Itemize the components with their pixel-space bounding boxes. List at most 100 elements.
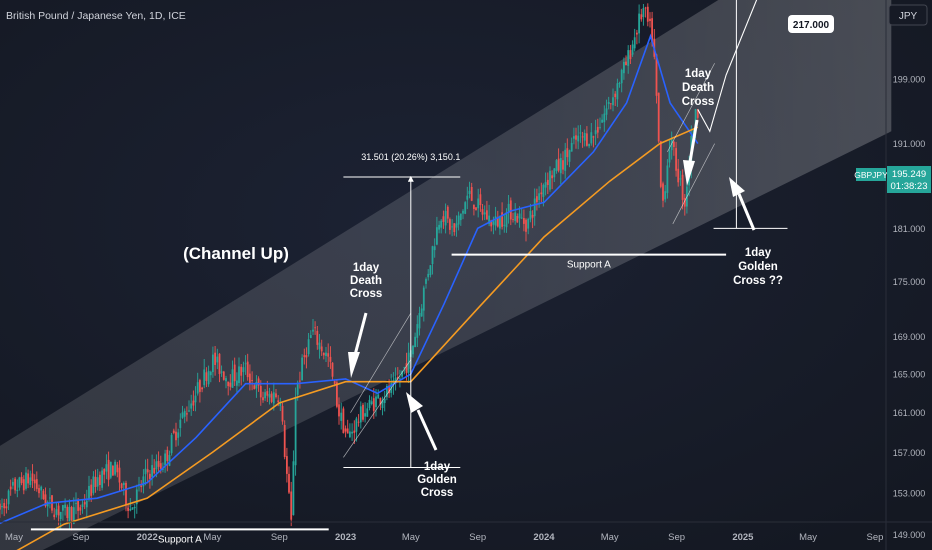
annotation-line: Cross (682, 96, 715, 108)
candle-body (562, 160, 564, 170)
candle-body (683, 197, 686, 207)
annotation-line: 1day (745, 247, 772, 259)
candle-body (40, 486, 43, 491)
candle-body (549, 170, 551, 190)
candle-body (681, 174, 684, 200)
candle-body (7, 490, 10, 505)
candle-body (573, 136, 575, 139)
candle-body (425, 279, 427, 284)
candle-body (473, 204, 475, 209)
annotation-line: 1day (424, 461, 451, 473)
candle-body (527, 218, 530, 229)
death-cross-annotation-2024: 1day Death Cross (682, 68, 715, 108)
candle-body (368, 399, 371, 408)
candle-body (38, 488, 40, 494)
wedge-line (667, 63, 715, 153)
candle-body (16, 489, 19, 492)
ma-slow-line (16, 126, 699, 550)
x-tick-label: Sep (668, 532, 685, 543)
candle-body (338, 404, 340, 417)
candle-body (151, 465, 153, 477)
candle-body (72, 507, 75, 524)
candle-body (81, 504, 84, 507)
candle-body (96, 477, 99, 487)
candle-body (59, 511, 62, 519)
candle-body (646, 6, 649, 22)
candle-body (464, 202, 467, 214)
candle-body (301, 357, 303, 381)
overlays-layer: Support A Support A 31.501 (20.26%) 3,150.… (30, 0, 788, 545)
candle-body (520, 217, 523, 219)
target-price-label: 217.000 (793, 20, 830, 31)
candle-body (418, 313, 421, 329)
candle-body (131, 507, 134, 510)
candle-body (533, 198, 536, 217)
candle-body (429, 265, 432, 275)
candle-body (114, 461, 116, 475)
candle-body (225, 378, 227, 382)
projection-path (697, 0, 758, 133)
candle-body (577, 135, 580, 142)
candle-body (696, 109, 699, 118)
candle-body (459, 213, 462, 221)
candle-body (455, 223, 458, 228)
candle-body (175, 431, 177, 441)
currency-button[interactable]: JPY (888, 4, 928, 26)
candle-body (601, 119, 603, 123)
candle-body (362, 404, 364, 420)
candle-body (442, 216, 445, 222)
x-tick-label: May (203, 532, 221, 543)
candle-body (457, 215, 460, 225)
candle-body (642, 8, 645, 17)
candle-body (607, 102, 610, 104)
candle-body (640, 14, 643, 20)
candle-body (68, 507, 71, 523)
candle-body (440, 220, 443, 228)
y-tick-label: 181.000 (893, 224, 926, 234)
candle-body (125, 482, 127, 505)
last-price-label: 195.249 (892, 169, 926, 180)
candle-body (588, 144, 590, 147)
candle-body (518, 213, 521, 219)
candle-body (46, 501, 49, 507)
y-tick-label: 165.000 (893, 370, 926, 380)
y-tick-label: 153.000 (893, 489, 926, 499)
candle-body (105, 464, 108, 472)
candle-body (196, 382, 199, 394)
candle-body (305, 355, 308, 358)
x-tick-label: 2023 (335, 532, 356, 543)
candle-body (236, 380, 238, 386)
candle-body (177, 432, 180, 438)
candle-body (290, 491, 293, 520)
candle-body (62, 505, 64, 511)
candle-body (659, 141, 662, 187)
candle-body (566, 148, 569, 158)
candle-body (559, 158, 562, 174)
annotation-line: Death (350, 275, 382, 287)
y-tick-label: 175.000 (893, 277, 926, 287)
channel-band (0, 0, 892, 550)
candle-body (64, 504, 66, 509)
candle-body (594, 130, 597, 135)
candle-body (351, 431, 353, 434)
channel-up-label: (Channel Up) (183, 244, 289, 263)
candle-body (603, 113, 606, 123)
candle-body (49, 497, 51, 499)
candle-body (31, 473, 34, 481)
candle-body (538, 193, 540, 200)
candle-body (240, 366, 243, 376)
x-tick-label: 2025 (732, 532, 754, 543)
candle-body (214, 352, 216, 365)
candle-body (372, 398, 375, 411)
candle-body (233, 364, 236, 382)
annotation-line: Cross (350, 288, 383, 300)
candle-body (44, 494, 47, 507)
candle-body (303, 355, 306, 357)
annotation-line: Death (682, 82, 714, 94)
currency-button-label[interactable]: JPY (899, 11, 918, 22)
candle-body (79, 507, 82, 511)
candle-body (42, 490, 45, 500)
candle-body (525, 219, 527, 232)
candle-body (579, 132, 582, 134)
